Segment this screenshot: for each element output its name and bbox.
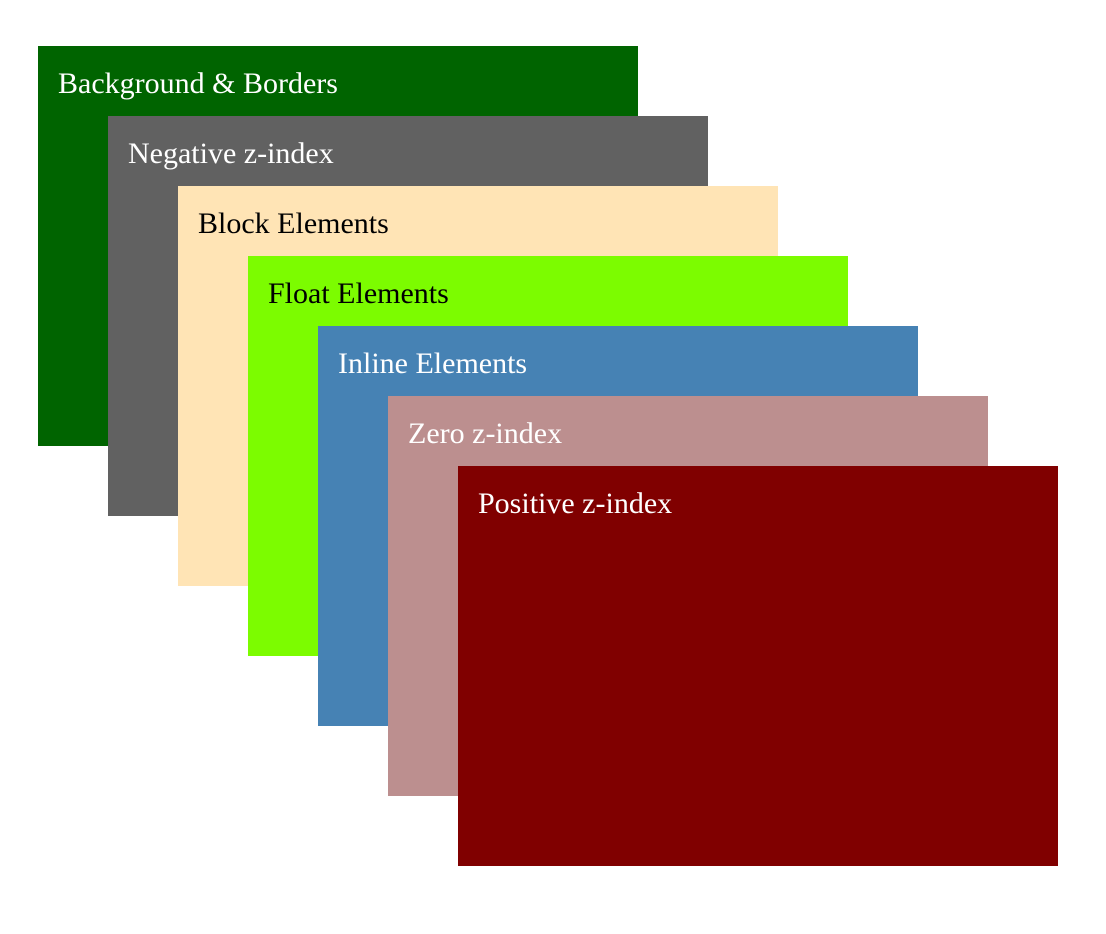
layer-label: Positive z-index <box>478 487 673 520</box>
layer-label: Zero z-index <box>408 417 563 450</box>
layer-label: Block Elements <box>198 207 389 240</box>
layer-label: Negative z-index <box>128 137 334 170</box>
layer-label: Inline Elements <box>338 347 528 380</box>
layer-label: Float Elements <box>268 277 449 310</box>
layer-positive-z-index: Positive z-index <box>458 466 1058 866</box>
layer-label: Background & Borders <box>58 67 338 100</box>
